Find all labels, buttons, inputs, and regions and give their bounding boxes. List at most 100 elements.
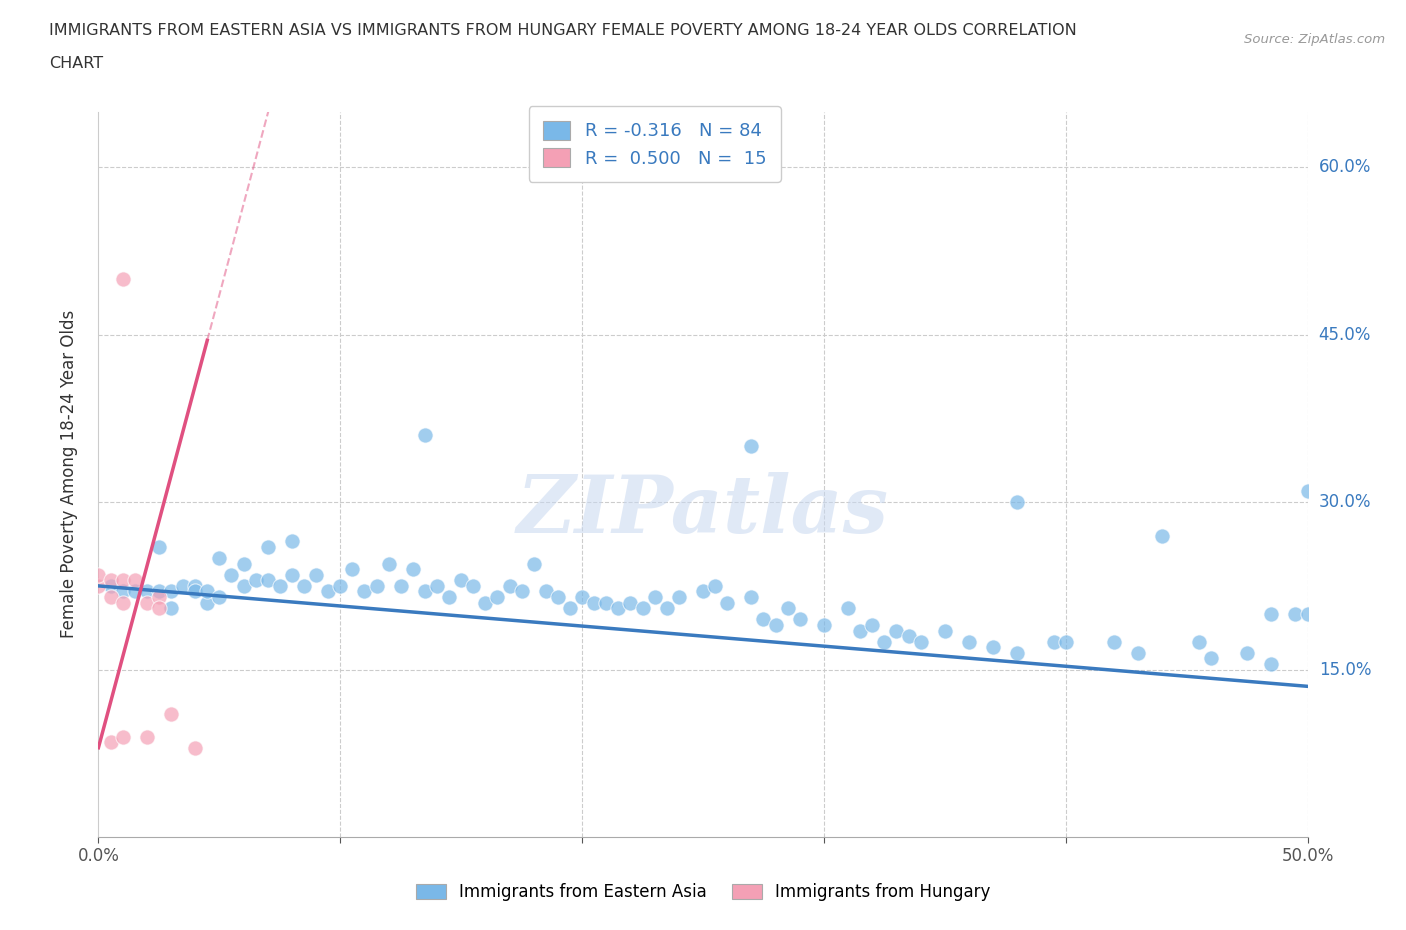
- Point: [474, 595, 496, 610]
- Point: [148, 590, 170, 604]
- Point: [195, 595, 218, 610]
- Point: [897, 629, 920, 644]
- Text: ZIPatlas: ZIPatlas: [517, 472, 889, 550]
- Point: [1284, 606, 1306, 621]
- Point: [1007, 645, 1029, 660]
- Point: [281, 534, 304, 549]
- Text: 60.0%: 60.0%: [1319, 158, 1371, 177]
- Point: [184, 740, 207, 755]
- Point: [111, 584, 134, 599]
- Point: [873, 634, 896, 649]
- Point: [148, 539, 170, 554]
- Point: [547, 590, 569, 604]
- Point: [413, 584, 436, 599]
- Point: [426, 578, 449, 593]
- Point: [256, 573, 278, 588]
- Point: [1199, 651, 1222, 666]
- Point: [208, 590, 231, 604]
- Point: [886, 623, 908, 638]
- Point: [860, 618, 883, 632]
- Point: [849, 623, 872, 638]
- Point: [124, 584, 146, 599]
- Point: [160, 601, 183, 616]
- Point: [704, 578, 727, 593]
- Point: [1042, 634, 1064, 649]
- Text: IMMIGRANTS FROM EASTERN ASIA VS IMMIGRANTS FROM HUNGARY FEMALE POVERTY AMONG 18-: IMMIGRANTS FROM EASTERN ASIA VS IMMIGRAN…: [49, 23, 1077, 38]
- Point: [740, 439, 762, 454]
- Point: [692, 584, 714, 599]
- Point: [245, 573, 267, 588]
- Point: [523, 556, 546, 571]
- Point: [316, 584, 339, 599]
- Point: [1102, 634, 1125, 649]
- Point: [111, 573, 134, 588]
- Point: [100, 735, 122, 750]
- Point: [1236, 645, 1258, 660]
- Point: [281, 567, 304, 582]
- Point: [353, 584, 375, 599]
- Point: [160, 707, 183, 722]
- Point: [776, 601, 799, 616]
- Point: [437, 590, 460, 604]
- Point: [1054, 634, 1077, 649]
- Point: [100, 573, 122, 588]
- Point: [135, 729, 157, 744]
- Point: [1128, 645, 1150, 660]
- Point: [837, 601, 859, 616]
- Point: [607, 601, 630, 616]
- Point: [1152, 528, 1174, 543]
- Point: [716, 595, 738, 610]
- Point: [486, 590, 509, 604]
- Point: [934, 623, 956, 638]
- Point: [87, 578, 110, 593]
- Point: [789, 612, 811, 627]
- Point: [765, 618, 787, 632]
- Point: [256, 539, 278, 554]
- Point: [329, 578, 352, 593]
- Point: [195, 584, 218, 599]
- Point: [981, 640, 1004, 655]
- Point: [1188, 634, 1211, 649]
- Point: [111, 272, 134, 286]
- Text: CHART: CHART: [49, 56, 103, 71]
- Point: [148, 601, 170, 616]
- Point: [342, 562, 364, 577]
- Point: [148, 584, 170, 599]
- Point: [135, 595, 157, 610]
- Point: [655, 601, 678, 616]
- Point: [450, 573, 472, 588]
- Point: [366, 578, 388, 593]
- Point: [463, 578, 485, 593]
- Point: [571, 590, 593, 604]
- Point: [135, 584, 157, 599]
- Point: [377, 556, 399, 571]
- Point: [269, 578, 291, 593]
- Point: [752, 612, 775, 627]
- Point: [583, 595, 606, 610]
- Point: [957, 634, 980, 649]
- Point: [644, 590, 666, 604]
- Point: [534, 584, 557, 599]
- Point: [100, 590, 122, 604]
- Point: [631, 601, 654, 616]
- Point: [208, 551, 231, 565]
- Point: [595, 595, 617, 610]
- Point: [910, 634, 932, 649]
- Point: [389, 578, 412, 593]
- Point: [1260, 606, 1282, 621]
- Point: [1296, 606, 1319, 621]
- Point: [232, 556, 254, 571]
- Point: [184, 584, 207, 599]
- Point: [740, 590, 762, 604]
- Point: [184, 578, 207, 593]
- Point: [100, 578, 122, 593]
- Text: 15.0%: 15.0%: [1319, 660, 1371, 679]
- Point: [402, 562, 425, 577]
- Text: 45.0%: 45.0%: [1319, 326, 1371, 344]
- Point: [1007, 495, 1029, 510]
- Point: [124, 573, 146, 588]
- Point: [111, 595, 134, 610]
- Point: [292, 578, 315, 593]
- Legend: Immigrants from Eastern Asia, Immigrants from Hungary: Immigrants from Eastern Asia, Immigrants…: [409, 876, 997, 908]
- Point: [558, 601, 581, 616]
